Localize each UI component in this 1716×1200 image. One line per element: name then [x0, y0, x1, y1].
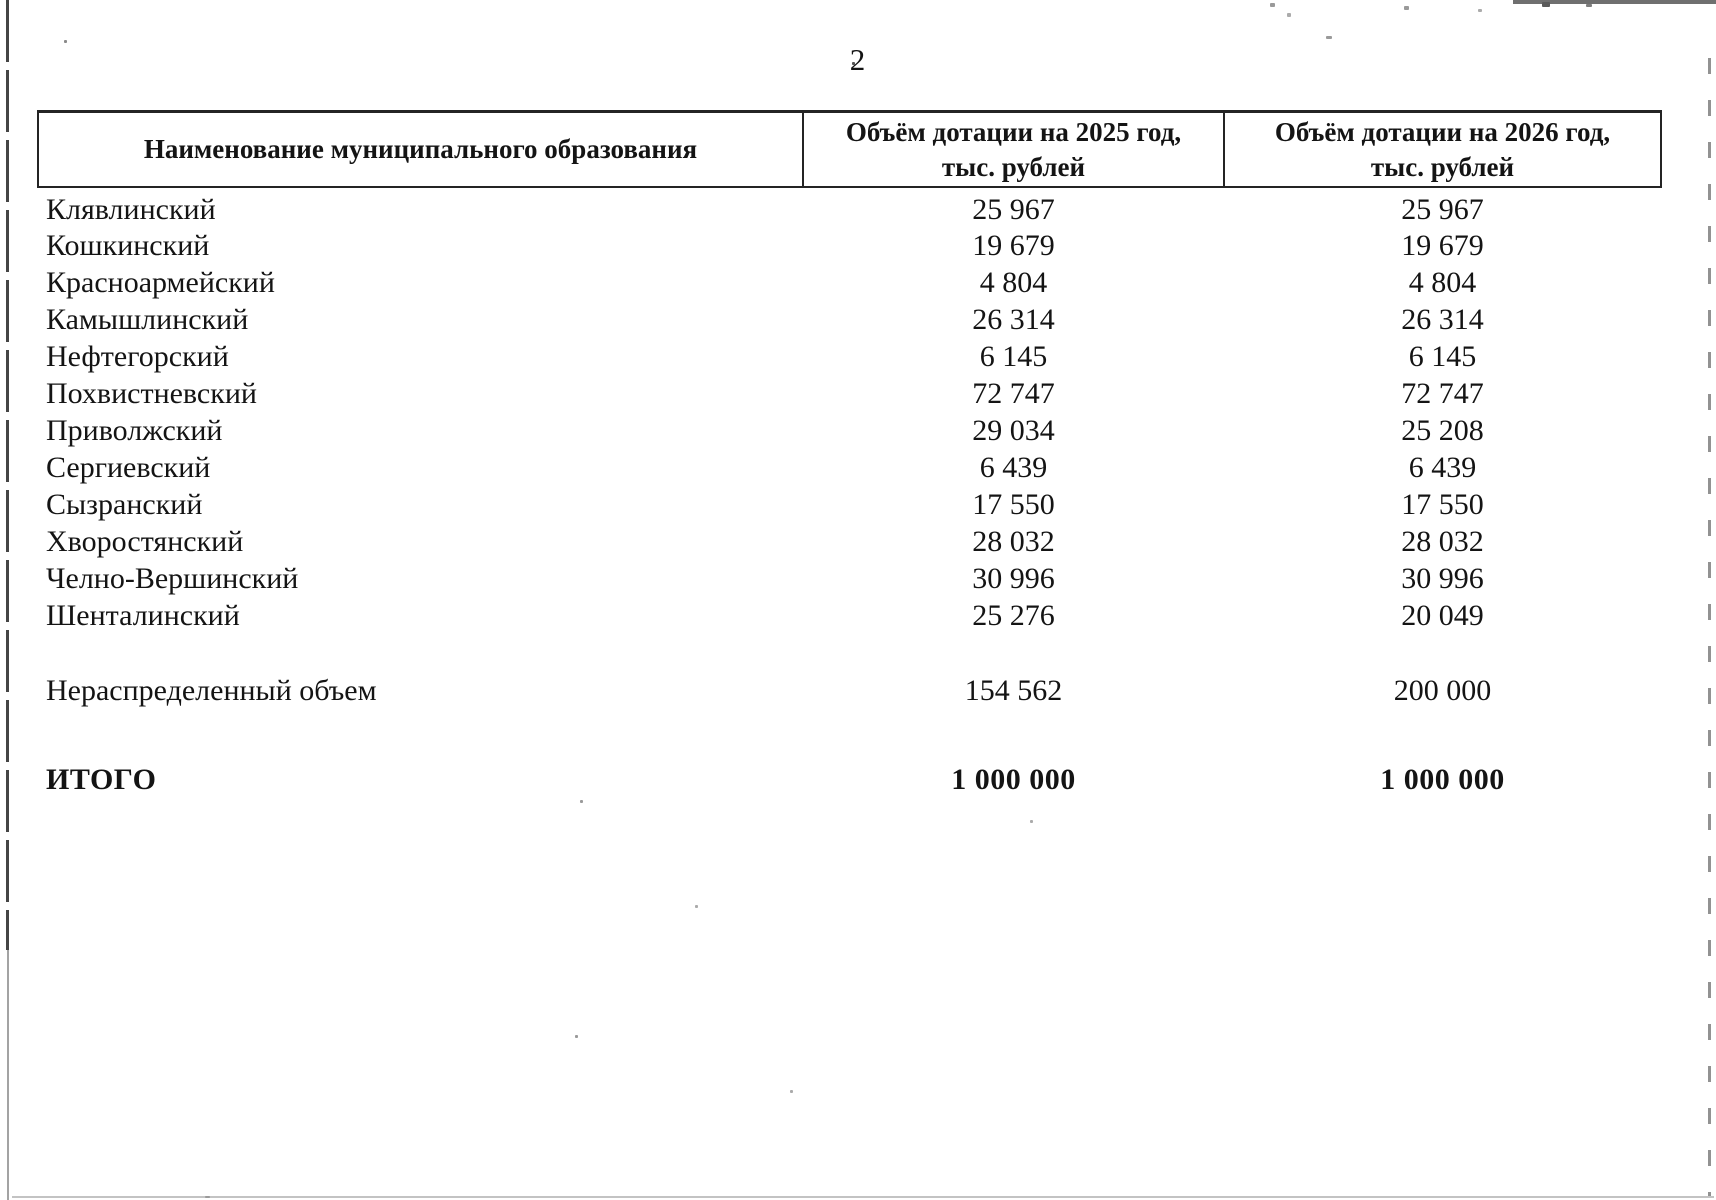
municipality-name: Камышлинский — [46, 302, 249, 336]
scan-artifact-speck — [1404, 6, 1409, 10]
undistributed-row: Нераспределенный объем 154 562 200 000 — [38, 670, 1661, 712]
value-2025: 28 032 — [972, 524, 1055, 558]
municipality-rows: Клявлинский 25 967 25 967 Кошкинский 19 679 1… — [38, 187, 1661, 634]
municipality-name: Кошкинский — [46, 228, 210, 262]
total-value-2026: 1 000 000 — [1380, 763, 1505, 797]
value-2025: 26 314 — [972, 302, 1055, 336]
value-2025: 17 550 — [972, 487, 1055, 521]
value-2025: 6 439 — [979, 450, 1048, 484]
table-row: Кошкинский 19 679 19 679 — [38, 227, 1661, 264]
scan-artifact-top-bar — [1513, 0, 1716, 4]
value-2026: 26 314 — [1401, 302, 1484, 336]
municipality-name: Хворостянский — [46, 524, 244, 558]
total-row: ИТОГО 1 000 000 1 000 000 — [38, 760, 1661, 800]
table-row: Сергиевский 6 439 6 439 — [38, 449, 1661, 486]
total-label: ИТОГО — [46, 763, 157, 797]
municipality-name: Похвистневский — [46, 376, 257, 410]
value-2026: 17 550 — [1401, 487, 1484, 521]
table-row: Клявлинский 25 967 25 967 — [38, 187, 1661, 227]
scan-artifact-bottom-line — [12, 1196, 1714, 1198]
column-header-municipality: Наименование муниципального образования — [37, 110, 804, 189]
column-header-2026: Объём дотации на 2026 год, тыс. рублей — [1223, 110, 1662, 189]
value-2026: 72 747 — [1401, 376, 1484, 410]
table-row: Шенталинский 25 276 20 049 — [38, 597, 1661, 634]
total-value-2025: 1 000 000 — [951, 763, 1076, 797]
value-2026: 30 996 — [1401, 561, 1484, 595]
scan-artifact-right-edge-dashes — [1708, 58, 1711, 1198]
summary-rows: Нераспределенный объем 154 562 200 000 И… — [38, 634, 1661, 800]
undistributed-label: Нераспределенный объем — [46, 674, 377, 708]
page-number: 2 — [0, 42, 1716, 78]
value-2026: 25 967 — [1401, 193, 1484, 227]
scan-artifact-speck — [790, 1090, 793, 1093]
table-row: Челно-Вершинский 30 996 30 996 — [38, 560, 1661, 597]
scan-artifact-speck — [580, 800, 583, 803]
value-2026: 6 145 — [1408, 339, 1477, 373]
scan-artifact-speck — [575, 1035, 578, 1038]
value-2026: 25 208 — [1401, 413, 1484, 447]
scan-artifact-speck — [1326, 36, 1332, 39]
value-2025: 25 276 — [972, 598, 1055, 632]
value-2026: 20 049 — [1401, 598, 1484, 632]
value-2025: 25 967 — [972, 193, 1055, 227]
municipality-name: Клявлинский — [46, 193, 216, 227]
municipality-name: Приволжский — [46, 413, 223, 447]
scan-artifact-speck — [1586, 4, 1592, 7]
municipality-name: Челно-Вершинский — [46, 561, 299, 595]
municipality-name: Сызранский — [46, 487, 203, 521]
value-2025: 6 145 — [979, 339, 1048, 373]
value-2026: 6 439 — [1408, 450, 1477, 484]
scan-artifact-speck — [205, 1196, 210, 1198]
undistributed-value-2025: 154 562 — [964, 674, 1063, 708]
municipality-name: Сергиевский — [46, 450, 211, 484]
scan-artifact-speck — [1287, 13, 1291, 17]
scan-artifact-speck — [1542, 2, 1550, 7]
value-2025: 72 747 — [972, 376, 1055, 410]
scan-artifact-speck — [1030, 820, 1033, 823]
table-row: Красноармейский 4 804 4 804 — [38, 264, 1661, 301]
spacer-row — [38, 634, 1661, 670]
scan-artifact-left-edge-line — [7, 950, 9, 1200]
column-header-2025: Объём дотации на 2025 год, тыс. рублей — [802, 110, 1225, 189]
table-row: Хворостянский 28 032 28 032 — [38, 523, 1661, 560]
scan-artifact-speck — [1478, 9, 1482, 12]
municipality-name: Красноармейский — [46, 265, 275, 299]
value-2026: 28 032 — [1401, 524, 1484, 558]
table-row: Камышлинский 26 314 26 314 — [38, 301, 1661, 338]
table-row: Похвистневский 72 747 72 747 — [38, 375, 1661, 412]
spacer-row — [38, 712, 1661, 760]
value-2026: 4 804 — [1408, 265, 1477, 299]
undistributed-value-2026: 200 000 — [1393, 674, 1492, 708]
table-row: Сызранский 17 550 17 550 — [38, 486, 1661, 523]
municipality-name: Шенталинский — [46, 598, 240, 632]
table-header: Наименование муниципального образования … — [37, 110, 1662, 189]
scan-artifact-speck — [695, 905, 698, 908]
scan-artifact-left-edge-line — [6, 0, 9, 950]
scan-artifact-speck — [1270, 3, 1275, 7]
table-row: Приволжский 29 034 25 208 — [38, 412, 1661, 449]
value-2025: 29 034 — [972, 413, 1055, 447]
table-row: Нефтегорский 6 145 6 145 — [38, 338, 1661, 375]
value-2026: 19 679 — [1401, 228, 1484, 262]
page-number-value: 2 — [849, 42, 867, 77]
value-2025: 4 804 — [979, 265, 1048, 299]
subsidy-table: Наименование муниципального образования … — [37, 110, 1662, 800]
value-2025: 30 996 — [972, 561, 1055, 595]
value-2025: 19 679 — [972, 228, 1055, 262]
municipality-name: Нефтегорский — [46, 339, 229, 373]
